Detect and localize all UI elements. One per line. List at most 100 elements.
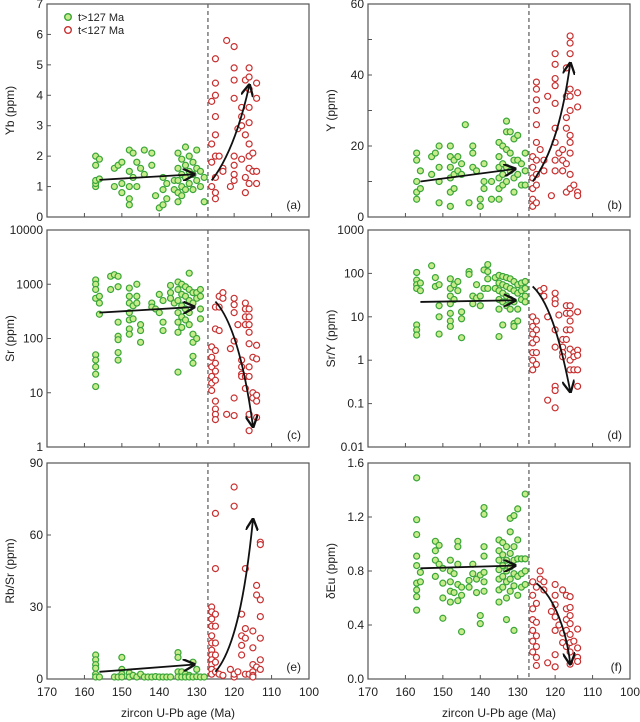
data-point-old	[450, 588, 458, 597]
data-point-old	[413, 156, 421, 164]
data-point-old	[514, 536, 522, 544]
data-point-old	[196, 292, 205, 300]
data-point-young	[551, 591, 559, 599]
panel-e: 0 30 60 90 170 160 150 140 130 120 110 100 zircon U-…	[3, 456, 319, 720]
data-point-young	[544, 92, 552, 100]
data-point-young	[211, 195, 220, 203]
data-point-young	[551, 156, 559, 164]
y-tick-label: 0	[36, 210, 43, 224]
y-axis-title: Sr/Y (ppm)	[324, 310, 338, 368]
data-point-old	[92, 285, 100, 294]
data-point-old	[92, 370, 100, 378]
data-point-young	[566, 603, 574, 612]
data-point-young	[551, 404, 559, 412]
data-point-young	[562, 124, 570, 132]
data-point-old	[480, 568, 488, 576]
legend-marker-young	[63, 26, 72, 35]
data-point-old	[521, 580, 529, 589]
y-tick-label: 1000	[16, 277, 43, 291]
data-point-old	[196, 285, 205, 294]
data-point-old	[159, 296, 167, 305]
panel-label: (b)	[607, 198, 622, 212]
data-point-old	[480, 160, 488, 168]
data-point-young	[211, 189, 220, 197]
data-point-old	[155, 290, 163, 298]
data-point-young	[532, 632, 541, 640]
data-point-old	[92, 161, 100, 169]
x-tick-label: 140	[149, 685, 169, 699]
data-point-young	[256, 596, 264, 604]
data-point-young	[573, 103, 582, 111]
data-point-young	[245, 328, 253, 336]
x-tick-label: 120	[224, 685, 244, 699]
data-point-old	[174, 653, 182, 662]
trend-arrow-old	[420, 300, 514, 302]
data-point-old	[118, 653, 126, 662]
data-point-old	[95, 155, 104, 163]
x-tick-label: 140	[470, 685, 490, 699]
data-point-young	[211, 622, 220, 630]
data-point-old	[159, 201, 167, 209]
data-point-old	[189, 352, 197, 360]
data-point-old	[487, 195, 496, 203]
x-axis-title: zircon U-Pb age (Ma)	[442, 706, 556, 720]
data-point-old	[193, 146, 201, 154]
data-point-old	[484, 268, 492, 276]
y-tick-label: 0.1	[347, 397, 364, 411]
data-point-old	[506, 128, 514, 136]
data-point-old	[416, 279, 424, 287]
data-point-old	[413, 149, 421, 157]
data-point-young	[256, 634, 264, 642]
data-point-young	[230, 411, 238, 420]
data-point-young	[536, 567, 544, 575]
data-point-old	[469, 149, 477, 157]
panel-c: 1 10 100 1000 10000 Sr (ppm) (c)	[3, 223, 310, 454]
data-point-old	[484, 275, 492, 283]
data-point-old	[416, 578, 424, 586]
data-point-young	[211, 359, 220, 367]
data-point-old	[185, 321, 193, 329]
data-point-old	[476, 611, 484, 620]
data-point-old	[472, 281, 481, 289]
data-point-old	[506, 575, 514, 583]
data-point-old	[136, 164, 145, 172]
y-tick-label: 0	[36, 672, 43, 686]
data-point-old	[114, 272, 122, 280]
data-point-young	[529, 648, 537, 656]
y-tick-label: 30	[30, 600, 44, 614]
data-point-old	[166, 294, 175, 302]
data-point-old	[454, 543, 462, 551]
data-point-young	[573, 382, 582, 390]
trend-arrow-old	[99, 174, 193, 179]
data-point-old	[502, 615, 511, 624]
data-point-young	[551, 663, 559, 671]
data-point-young	[551, 167, 559, 175]
data-point-old	[435, 541, 443, 549]
y-tick-label: 40	[351, 68, 365, 82]
data-point-old	[413, 552, 421, 560]
data-point-young	[253, 167, 261, 175]
data-point-young	[230, 301, 238, 309]
data-point-young	[540, 167, 548, 175]
data-point-old	[514, 591, 522, 599]
trend-arrow-young	[210, 86, 249, 182]
x-tick-label: 170	[37, 685, 57, 699]
data-point-old	[125, 167, 133, 175]
x-tick-label: 120	[545, 685, 565, 699]
data-point-young	[230, 394, 238, 402]
data-point-young	[532, 156, 541, 164]
data-point-old	[107, 285, 115, 294]
data-point-young	[544, 659, 552, 667]
y-axis-title: Yb (ppm)	[3, 86, 17, 135]
x-tick-label: 150	[433, 685, 453, 699]
y-tick-label: 10000	[10, 223, 44, 237]
data-point-young	[532, 121, 541, 129]
data-point-old	[506, 587, 514, 595]
y-tick-label: 1	[36, 440, 43, 454]
data-point-young	[551, 386, 559, 395]
data-point-old	[133, 158, 141, 166]
data-point-young	[208, 97, 216, 105]
data-point-old	[446, 322, 454, 331]
data-point-old	[521, 284, 529, 293]
data-point-old	[439, 579, 447, 587]
